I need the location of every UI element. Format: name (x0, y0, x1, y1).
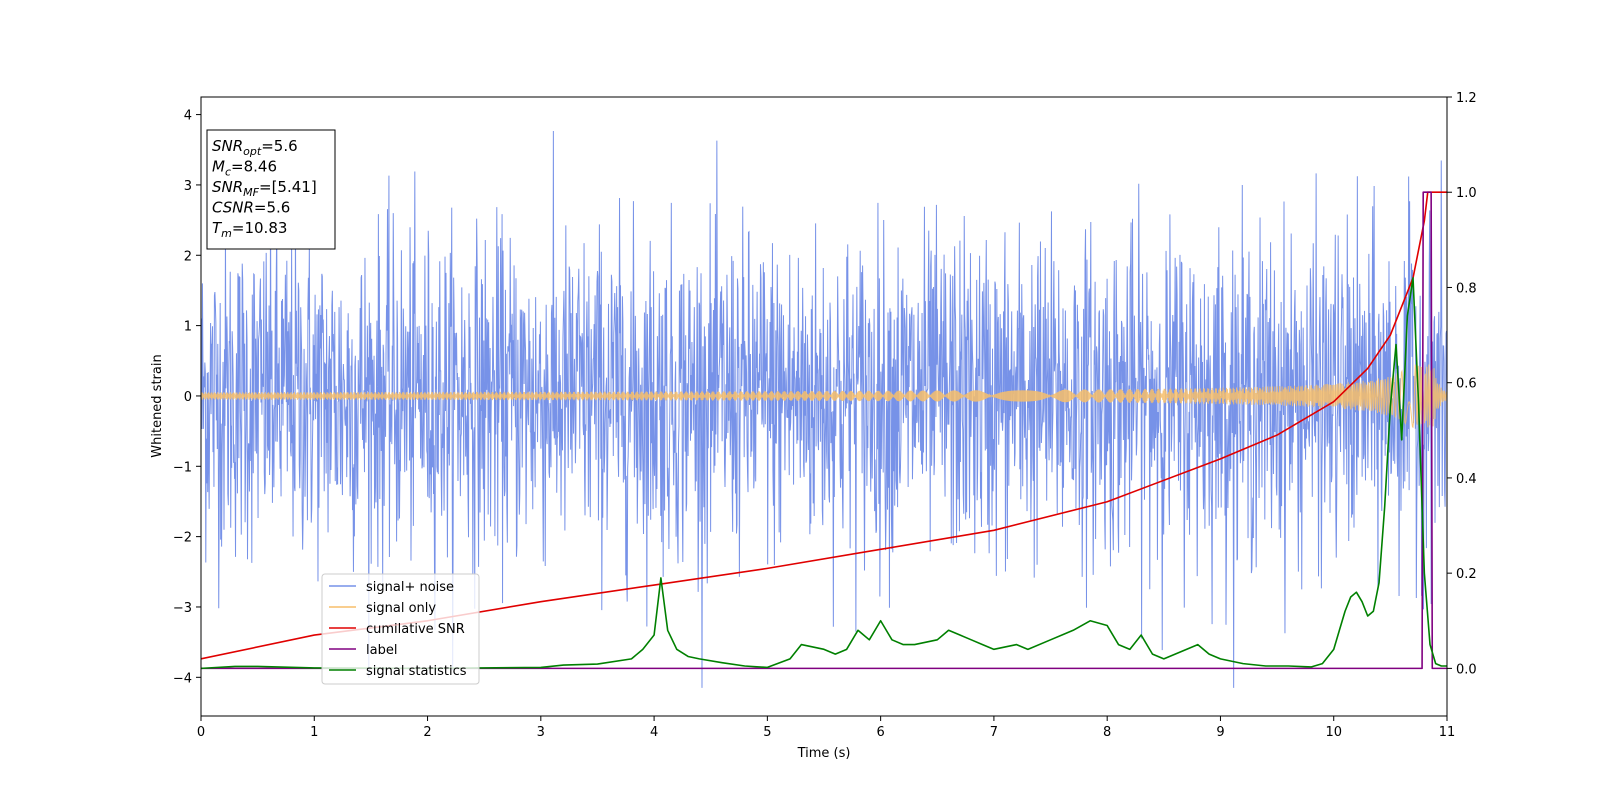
y-tick-label: −1 (173, 460, 192, 475)
info-line: Tm=10.83 (212, 219, 287, 240)
y-tick-label: −3 (173, 601, 192, 616)
y2-tick-label: 0.0 (1456, 662, 1477, 677)
info-line: SNRMF=[5.41] (212, 178, 317, 199)
x-tick-label: 1 (310, 725, 318, 740)
series-signal-only (201, 364, 1447, 429)
y-tick-label: 1 (184, 320, 192, 335)
y-tick-label: −4 (173, 671, 192, 686)
y2-tick-label: 0.4 (1456, 472, 1477, 487)
legend-label: signal+ noise (366, 580, 454, 595)
series-signal-noise (201, 131, 1447, 688)
x-tick-label: 3 (537, 725, 545, 740)
legend-label: cumilative SNR (366, 622, 465, 637)
legend-box (321, 573, 480, 685)
x-axis-label: Time (s) (797, 746, 851, 761)
y-axis-label: Whitened strain (150, 354, 165, 457)
y2-tick-label: 1.2 (1456, 91, 1477, 106)
series-label (201, 191, 1447, 670)
y-tick-label: 0 (184, 390, 192, 405)
x-tick-label: 4 (650, 725, 658, 740)
y2-tick-label: 1.0 (1456, 186, 1477, 201)
series-cumilative-snr (201, 191, 1447, 660)
x-tick-label: 2 (423, 725, 431, 740)
info-line: CSNR=5.6 (212, 199, 290, 217)
y-tick-label: −2 (173, 531, 192, 546)
x-tick-label: 11 (1439, 725, 1456, 740)
series-signal-statistics (201, 277, 1447, 670)
x-tick-label: 6 (876, 725, 884, 740)
x-tick-label: 5 (763, 725, 771, 740)
y-tick-label: 3 (184, 179, 192, 194)
x-tick-label: 9 (1216, 725, 1224, 740)
x-tick-label: 10 (1325, 725, 1342, 740)
x-tick-label: 8 (1103, 725, 1111, 740)
info-line: Mc=8.46 (212, 158, 277, 179)
y2-tick-label: 0.2 (1456, 567, 1477, 582)
x-tick-label: 0 (197, 725, 205, 740)
y-tick-label: 2 (184, 249, 192, 264)
plot-frame (200, 96, 1448, 717)
y-tick-label: 4 (184, 109, 192, 124)
info-box (206, 129, 336, 250)
y2-tick-label: 0.6 (1456, 377, 1477, 392)
legend-label: signal statistics (366, 664, 467, 679)
legend-label: signal only (366, 601, 436, 616)
y2-tick-label: 0.8 (1456, 281, 1477, 296)
legend-label: label (366, 643, 397, 658)
x-tick-label: 7 (990, 725, 998, 740)
info-line: SNRopt=5.6 (212, 137, 298, 158)
